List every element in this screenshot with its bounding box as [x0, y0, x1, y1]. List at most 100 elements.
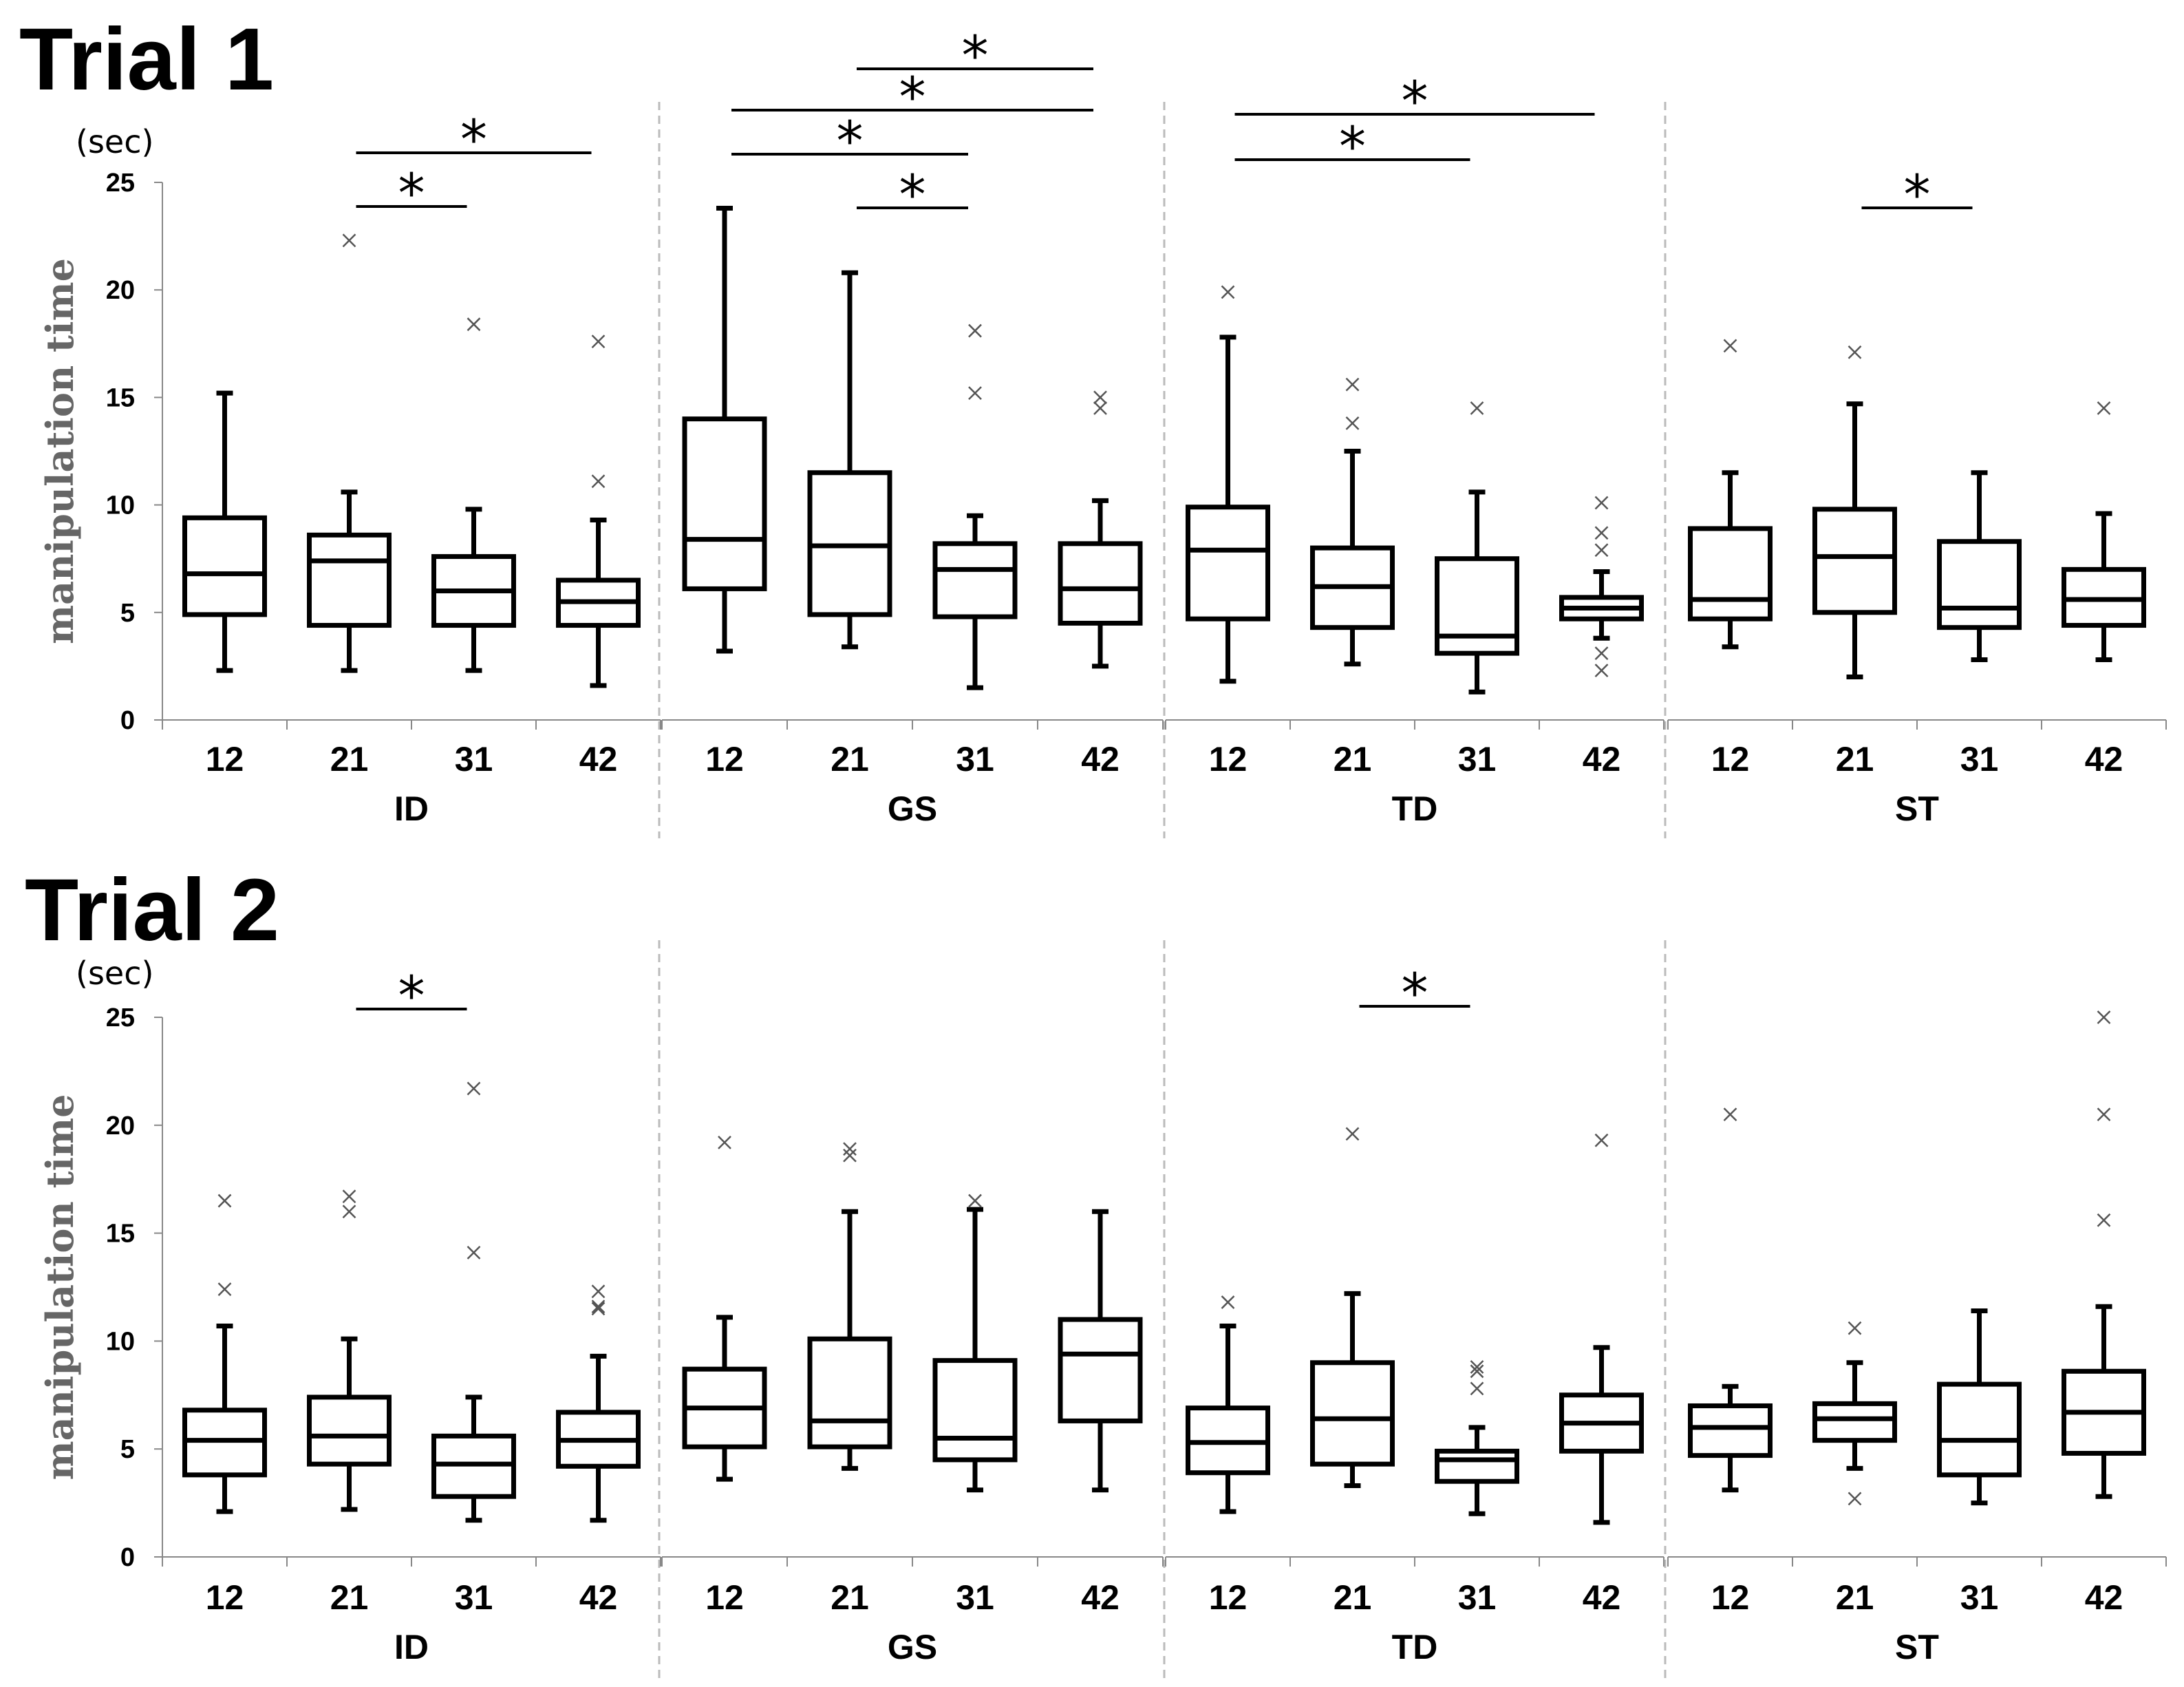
- outlier-marker: [1848, 345, 1862, 359]
- box-td-31: [1435, 1360, 1519, 1516]
- outlier-marker: [1093, 390, 1107, 405]
- box-gs-21: [807, 270, 892, 650]
- outlier-marker: [1345, 377, 1360, 392]
- outlier-marker: [2097, 1213, 2111, 1227]
- significance-star: *: [899, 165, 926, 226]
- y-tick-label: 0: [120, 1543, 135, 1572]
- x-tick-label: 12: [705, 1578, 744, 1617]
- group-label: ID: [394, 789, 429, 828]
- group-td: 12 21 31 42 TD *: [1165, 963, 1664, 1666]
- x-tick-label: 31: [956, 740, 994, 778]
- significance-star: *: [460, 109, 487, 171]
- outlier-marker: [1594, 526, 1609, 540]
- x-tick-label: 42: [2085, 740, 2123, 778]
- outlier-marker: [1848, 1492, 1862, 1506]
- outlier-marker: [1594, 664, 1609, 678]
- iqr-box: [307, 1394, 392, 1467]
- box-gs-21: [807, 1142, 892, 1471]
- iqr-box: [307, 532, 392, 628]
- outlier-marker: [1221, 285, 1235, 299]
- significance-star: *: [1904, 165, 1931, 226]
- outlier-marker: [467, 1081, 481, 1096]
- x-tick-label: 21: [831, 740, 869, 778]
- box-gs-31: [932, 323, 1018, 690]
- iqr-box: [1435, 556, 1519, 656]
- group-label: ID: [394, 1628, 429, 1666]
- iqr-box: [932, 1358, 1018, 1463]
- y-axis-unit: (sec): [76, 123, 153, 160]
- iqr-box: [1058, 541, 1143, 626]
- outlier-marker: [2097, 1107, 2111, 1122]
- x-tick-label: 21: [330, 740, 369, 778]
- iqr-box: [1058, 1317, 1143, 1423]
- x-tick-label: 21: [330, 1578, 369, 1617]
- box-st-21: [1812, 345, 1897, 680]
- outlier-marker: [1221, 1295, 1235, 1309]
- outlier-marker: [843, 1142, 857, 1156]
- outlier-marker: [467, 1245, 481, 1260]
- group-label: TD: [1392, 1628, 1438, 1666]
- x-tick-label: 31: [455, 1578, 493, 1617]
- outlier-marker: [1093, 401, 1107, 415]
- x-tick-label: 21: [1334, 740, 1372, 778]
- iqr-box: [1812, 507, 1897, 615]
- box-id-21: [307, 233, 392, 673]
- y-axis-unit: (sec): [76, 955, 153, 992]
- outlier-marker: [1345, 416, 1360, 430]
- y-axis-label: manipulation time: [38, 1094, 82, 1481]
- iqr-box: [1812, 1401, 1897, 1443]
- x-tick-label: 21: [1836, 1578, 1874, 1617]
- y-tick-label: 10: [106, 1327, 135, 1356]
- box-id-31: [431, 1081, 516, 1523]
- box-st-21: [1812, 1321, 1897, 1506]
- outlier-marker: [2097, 401, 2111, 415]
- x-tick-label: 31: [1960, 740, 1999, 778]
- group-label: ST: [1895, 789, 1939, 828]
- outlier-marker: [2097, 1010, 2111, 1024]
- group-td: 12 21 31 42 TD * *: [1165, 71, 1664, 828]
- outlier-marker: [968, 323, 982, 338]
- box-td-12: [1186, 1295, 1270, 1514]
- box-st-42: [2062, 401, 2146, 663]
- significance-star: *: [899, 67, 926, 129]
- group-gs: 12 21 31 42 GS: [661, 1136, 1164, 1666]
- outlier-marker: [1470, 401, 1484, 415]
- trial-title: Trial 2: [25, 861, 279, 959]
- significance-star: *: [1402, 71, 1428, 133]
- iqr-box: [1435, 1448, 1519, 1484]
- group-gs: 12 21 31 42 GS * * * *: [661, 25, 1164, 828]
- iqr-box: [932, 541, 1018, 619]
- box-gs-42: [1058, 390, 1143, 669]
- box-td-42: [1559, 496, 1644, 678]
- box-id-12: [182, 390, 267, 673]
- iqr-box: [1937, 1381, 2022, 1478]
- x-tick-label: 42: [1081, 1578, 1120, 1617]
- x-tick-label: 31: [1458, 740, 1497, 778]
- x-tick-label: 12: [206, 1578, 244, 1617]
- x-tick-label: 12: [1711, 1578, 1750, 1617]
- outlier-marker: [1345, 1127, 1360, 1141]
- significance-star: *: [398, 163, 425, 225]
- group-label: TD: [1392, 789, 1438, 828]
- outlier-marker: [591, 1302, 606, 1316]
- x-tick-label: 42: [2085, 1578, 2123, 1617]
- box-gs-42: [1058, 1209, 1143, 1493]
- box-id-42: [556, 335, 641, 688]
- outlier-marker: [591, 1299, 606, 1314]
- outlier-marker: [1470, 1364, 1484, 1379]
- x-tick-label: 42: [1583, 1578, 1621, 1617]
- box-td-42: [1559, 1133, 1644, 1525]
- iqr-box: [1310, 1360, 1395, 1467]
- group-label: GS: [888, 789, 937, 828]
- outlier-marker: [342, 233, 356, 248]
- iqr-box: [682, 416, 767, 591]
- outlier-marker: [591, 335, 606, 349]
- box-st-31: [1937, 1308, 2022, 1506]
- trial-panel-1: Trial 1 (sec) manipulation time 0 5 10 15 20 25 1…: [19, 10, 2167, 838]
- iqr-box: [1937, 539, 2022, 630]
- group-id: 12 21 31 42 ID *: [162, 966, 661, 1666]
- y-tick-label: 20: [106, 1112, 135, 1140]
- group-label: ST: [1895, 1628, 1939, 1666]
- x-tick-label: 31: [956, 1578, 994, 1617]
- x-tick-label: 21: [1334, 1578, 1372, 1617]
